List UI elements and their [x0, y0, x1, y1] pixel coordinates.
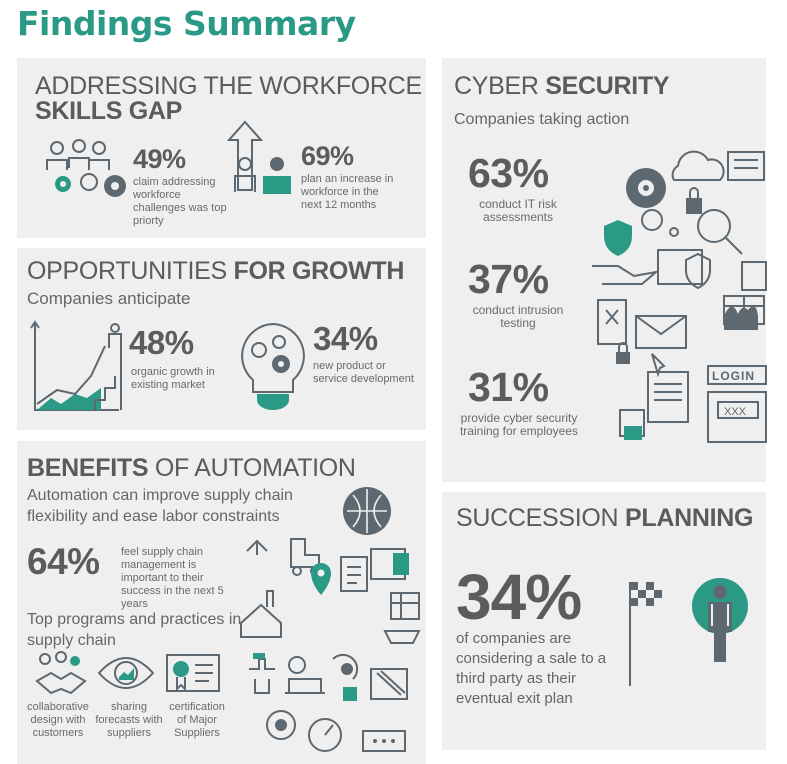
growth-stat1-caption: organic growth in existing market	[131, 366, 215, 391]
succession-heading: SUCCESSION PLANNING	[456, 506, 753, 531]
workforce-heading-bold: SKILLS GAP	[35, 97, 183, 125]
succession-heading-bold: PLANNING	[624, 504, 754, 532]
program-label-2: sharing forecasts with suppliers	[95, 701, 163, 739]
cyber-heading-bold: SECURITY	[545, 72, 670, 100]
growth-stat2-value: 34%	[313, 320, 378, 357]
workforce-stat2-value: 69%	[301, 141, 354, 171]
people-gears-icon	[46, 139, 126, 197]
automation-subtitle: Automation can improve supply chain flex…	[27, 487, 293, 525]
cyber-security-illustration: LOGIN XXX	[592, 150, 767, 443]
program-label-3: certification of Major Suppliers	[169, 701, 225, 739]
login-label: LOGIN	[712, 369, 755, 383]
program-label-1: collaborative design with customers	[27, 701, 89, 739]
programs-title: Top programs and practices in supply cha…	[27, 611, 242, 649]
workforce-heading: ADDRESSING THE WORKFORCE SKILLS GAP	[35, 74, 422, 124]
growth-stat2-caption: new product or service development	[313, 360, 414, 385]
cyber-stat3-value: 31%	[468, 364, 549, 410]
workforce-heading-light: ADDRESSING THE WORKFORCE	[35, 72, 422, 100]
cyber-stat1-caption: conduct IT risk assessments	[479, 197, 557, 224]
succession-stat-value: 34%	[456, 561, 582, 633]
automation-stat-caption: feel supply chain management is importan…	[121, 546, 224, 610]
cyber-stat2-caption: conduct intrusion testing	[472, 303, 564, 330]
succession-panel: SUCCESSION PLANNING 34% of companies are…	[442, 492, 766, 750]
workforce-panel: ADDRESSING THE WORKFORCE SKILLS GAP 49% …	[17, 58, 426, 238]
growth-heading-light: OPPORTUNITIES	[27, 257, 227, 285]
cyber-stat3-caption: provide cyber security training for empl…	[459, 411, 579, 438]
cyber-stat2-value: 37%	[468, 256, 549, 302]
automation-heading-light: OF AUTOMATION	[154, 454, 356, 482]
growth-heading: OPPORTUNITIES FOR GROWTH	[27, 259, 404, 284]
certificate-icon	[166, 654, 220, 692]
supply-chain-illustration	[240, 487, 421, 752]
automation-stat-value: 64%	[27, 541, 100, 582]
automation-heading-bold: BENEFITS	[27, 454, 149, 482]
growth-arrow-people-icon	[226, 120, 291, 194]
password-mask: XXX	[724, 406, 747, 418]
workforce-stat1-caption: claim addressing workforce challenges wa…	[133, 176, 227, 227]
eye-chart-icon	[97, 657, 155, 689]
growth-heading-bold: FOR GROWTH	[233, 257, 405, 285]
lightbulb-gears-icon	[241, 322, 305, 410]
handshake-gears-icon	[35, 651, 87, 695]
cyber-heading-light: CYBER	[454, 72, 539, 100]
succession-stat-caption: of companies are considering a sale to a…	[456, 630, 607, 707]
cyber-stat1-value: 63%	[468, 150, 549, 196]
finish-flag-person-icon	[629, 578, 748, 686]
automation-panel: BENEFITS OF AUTOMATION Automation can im…	[17, 441, 426, 764]
growth-subtitle: Companies anticipate	[27, 289, 191, 308]
workforce-stat2-caption: plan an increase in workforce in the nex…	[301, 173, 394, 211]
growth-panel: OPPORTUNITIES FOR GROWTH Companies antic…	[17, 248, 426, 430]
page-title: Findings Summary	[17, 4, 356, 43]
cyber-heading: CYBER SECURITY	[454, 72, 670, 100]
growth-stat1-value: 48%	[129, 324, 194, 361]
automation-heading: BENEFITS OF AUTOMATION	[27, 456, 356, 481]
succession-heading-light: SUCCESSION	[456, 504, 619, 532]
cyber-subtitle: Companies taking action	[454, 111, 630, 128]
workforce-stat1-value: 49%	[133, 144, 186, 174]
cyber-panel: CYBER SECURITY Companies taking action 6…	[442, 58, 767, 482]
growth-chart-icon	[30, 320, 122, 411]
